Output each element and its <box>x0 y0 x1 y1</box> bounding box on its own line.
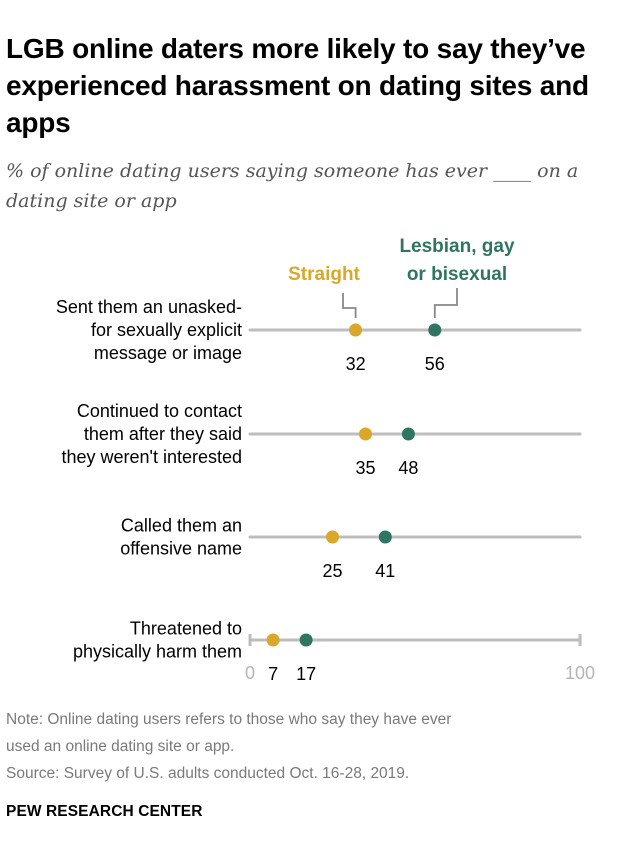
dot-plot: Sent them an unasked-for sexually explic… <box>56 236 595 684</box>
axis-tick-label: 100 <box>565 663 595 683</box>
dot-straight <box>326 530 339 544</box>
value-label: 35 <box>355 458 375 478</box>
category-label: for sexually explicit <box>91 320 242 340</box>
axis-tick-label: 0 <box>245 663 255 683</box>
chart-title: LGB online daters more likely to say the… <box>6 33 589 138</box>
publisher-logo-text: PEW RESEARCH CENTER <box>6 803 203 820</box>
category-label: Called them an <box>121 516 242 536</box>
category-label: Sent them an unasked- <box>56 297 242 317</box>
dot-straight <box>359 427 372 441</box>
dot-lgb <box>428 323 442 337</box>
category-label: offensive name <box>120 539 242 559</box>
category-label: message or image <box>94 343 242 363</box>
dot-lgb <box>401 427 415 441</box>
legend-label-straight: Straight <box>288 264 360 285</box>
note-line: Note: Online dating users refers to thos… <box>6 711 452 728</box>
chart-subtitle: % of online dating users saying someone … <box>6 160 579 212</box>
legend-label-lgb: or bisexual <box>407 264 507 285</box>
value-label: 25 <box>322 561 342 581</box>
category-label: they weren't interested <box>61 447 242 467</box>
value-label: 48 <box>398 458 418 478</box>
note-line: used an online dating site or app. <box>6 738 235 755</box>
legend-leader-lgb <box>433 288 458 318</box>
legend-label-lgb: Lesbian, gay <box>399 236 515 257</box>
value-label: 32 <box>346 354 366 374</box>
dot-lgb <box>299 633 313 647</box>
dot-straight <box>349 323 363 337</box>
value-label: 41 <box>375 561 395 581</box>
value-label: 17 <box>296 664 316 684</box>
category-label: Continued to contact <box>77 401 242 421</box>
category-label: physically harm them <box>73 642 242 662</box>
source-line: Source: Survey of U.S. adults conducted … <box>6 765 410 782</box>
chart-note: Note: Online dating users refers to thos… <box>6 706 606 787</box>
value-label: 56 <box>425 354 445 374</box>
category-label: them after they said <box>84 424 242 444</box>
dot-straight <box>266 633 280 647</box>
legend-leader-straight <box>342 293 357 318</box>
category-label: Threatened to <box>130 619 242 639</box>
value-label: 7 <box>268 664 278 684</box>
dot-lgb <box>378 530 392 544</box>
